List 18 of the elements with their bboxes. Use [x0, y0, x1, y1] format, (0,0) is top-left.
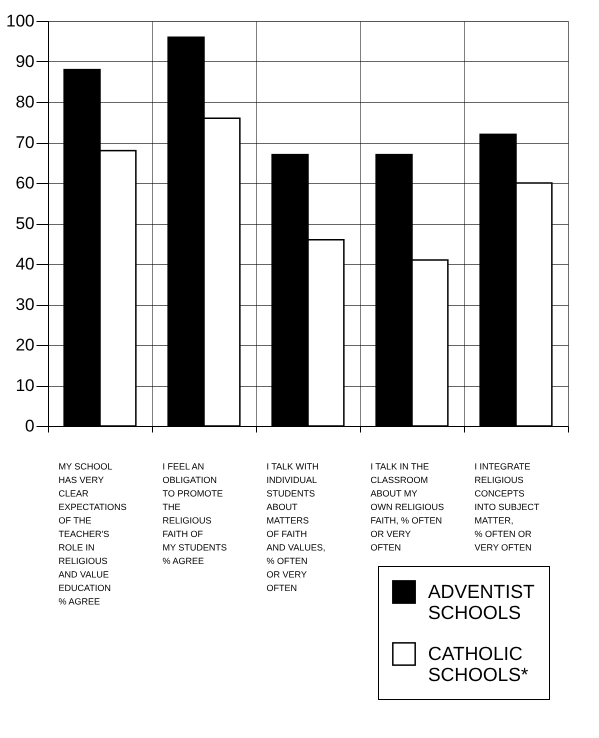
y-tick-label: 90: [16, 52, 34, 71]
y-tick-label: 60: [16, 174, 34, 192]
x-tick-label: I FEEL AN OBLIGATION TO PROMOTE THE RELIGIOUS FAITH OF MY STUDENTS % AGREE: [162, 462, 227, 566]
x-tick-label: I TALK IN THE CLASSROOM ABOUT MY OWN RELIGIOUS FAITH, % OFTEN OR VERY OFTEN: [370, 462, 444, 552]
legend-label: CATHOLIC SCHOOLS*: [428, 644, 529, 686]
y-tick-label: 80: [16, 92, 34, 112]
y-tick-label: 10: [16, 376, 34, 395]
y-tick-label: 30: [16, 295, 34, 314]
category-label: I TALK WITH INDIVIDUAL STUDENTS ABOUT MATTERS OF FAITH AND VALUES, % OFTEN OR VERY OFTEN: [266, 462, 326, 593]
y-tick-label: 40: [16, 254, 34, 274]
y-tick-label: 70: [16, 133, 34, 152]
legend-label: ADVENTIST SCHOOLS: [428, 582, 536, 624]
y-tick-label: 50: [16, 214, 34, 233]
y-tick-label: 20: [16, 336, 34, 354]
category-label: MY SCHOOL HAS VERY CLEAR EXPECTATIONS OF THE TEACHER'S ROLE IN RELIGIOUS AND VALUE EDUCATION % AGREE: [58, 462, 127, 606]
y-tick-label: 100: [6, 12, 34, 30]
y-tick-label: 0: [25, 416, 34, 436]
x-tick-label: I INTEGRATE RELIGIOUS CONCEPTS INTO SUBJECT MATTER, % OFTEN OR VERY OFTEN: [474, 462, 540, 552]
